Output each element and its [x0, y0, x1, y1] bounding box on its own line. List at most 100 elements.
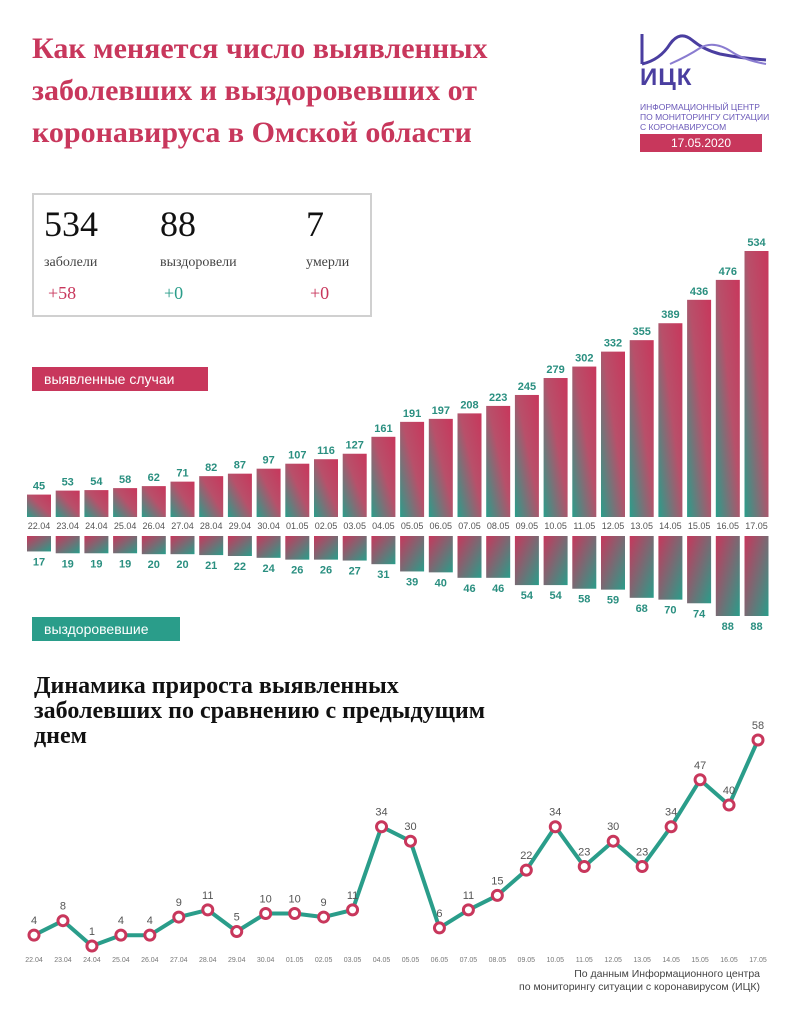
- cases-recovered-bar-chart: 45 22.04 17 53 23.04 19 54 24.04 19 58 25.04 19 62 26…: [27, 237, 769, 633]
- bar-date-tick: 12.05: [602, 521, 625, 531]
- cases-value-label: 355: [633, 326, 651, 338]
- cases-bar: [486, 405, 511, 517]
- recovered-value-label: 74: [693, 608, 706, 620]
- growth-point: [172, 910, 186, 924]
- logo-abbr: ИЦК: [640, 64, 693, 91]
- cases-legend-tag: выявленные случаи: [32, 367, 208, 391]
- growth-series-line: [33, 739, 760, 948]
- cases-bar: [543, 378, 568, 517]
- line-date-tick: 27.04: [170, 957, 188, 964]
- bar-date-tick: 03.05: [343, 521, 366, 531]
- recovered-value-label: 88: [750, 621, 762, 633]
- recovered-delta: +0: [164, 283, 184, 303]
- bar-date-tick: 01.05: [286, 521, 309, 531]
- recovered-bar: [601, 536, 625, 590]
- cases-bar: [113, 488, 138, 517]
- recovered-value-label: 59: [607, 595, 619, 607]
- cases-value-label: 87: [234, 460, 246, 472]
- line-date-tick: 03.05: [344, 957, 362, 964]
- bar-date-tick: 15.05: [688, 521, 711, 531]
- recovered-value-label: 20: [148, 559, 160, 571]
- recovered-value-label: 19: [62, 558, 74, 570]
- line-date-tick: 07.05: [460, 957, 478, 964]
- line-date-tick: 13.05: [633, 957, 651, 964]
- line-date-tick: 01.05: [286, 957, 304, 964]
- cases-value-label: 389: [661, 309, 679, 321]
- cases-value-label: 71: [176, 468, 188, 480]
- recovered-value-label: 24: [262, 563, 275, 575]
- mountain-wave-icon: [640, 34, 767, 66]
- growth-point: [56, 914, 70, 928]
- cases-bar: [84, 490, 109, 517]
- recovered-value-label: 26: [291, 565, 303, 577]
- bar-date-tick: 30.04: [257, 521, 280, 531]
- recovered-value-label: 22: [234, 561, 246, 573]
- cases-value-label: 191: [403, 408, 421, 420]
- recovered-value-label: 58: [578, 594, 590, 606]
- deaths-delta: +0: [310, 283, 330, 303]
- cases-bar: [601, 351, 625, 517]
- recovered-bar: [715, 536, 740, 616]
- cases-bar: [256, 468, 281, 517]
- bar-date-tick: 29.04: [229, 521, 252, 531]
- growth-value-label: 10: [260, 893, 272, 905]
- deaths-label: умерли: [306, 255, 350, 270]
- growth-value-label: 9: [321, 897, 327, 909]
- bar-date-tick: 27.04: [171, 521, 194, 531]
- recovered-legend-tag: выздоровевшие: [32, 617, 180, 641]
- bar-date-tick: 09.05: [516, 521, 539, 531]
- recovered-bar: [227, 536, 252, 556]
- recovered-bar: [342, 536, 367, 561]
- recovered-value-label: 68: [636, 603, 648, 615]
- recovered-value-label: 54: [549, 590, 562, 602]
- growth-value-label: 23: [578, 846, 590, 858]
- cases-value-label: 62: [148, 472, 160, 484]
- cases-bar: [744, 251, 769, 517]
- growth-point: [751, 733, 765, 747]
- recovered-label: выздоровели: [160, 255, 237, 270]
- growth-value-label: 34: [665, 807, 677, 819]
- growth-value-label: 22: [520, 850, 532, 862]
- growth-point: [722, 798, 736, 812]
- recovered-value-label: 46: [463, 583, 475, 595]
- source-line-1: По данным Информационного центра: [574, 968, 760, 980]
- growth-point: [143, 928, 157, 942]
- recovered-bar: [27, 536, 51, 552]
- recovered-bar: [141, 536, 166, 555]
- recovered-value-label: 46: [492, 583, 504, 595]
- bar-date-tick: 25.04: [114, 521, 137, 531]
- bar-date-tick: 07.05: [458, 521, 481, 531]
- report-date: 17.05.2020: [640, 134, 762, 152]
- recovered-bar: [84, 536, 109, 554]
- bar-date-tick: 05.05: [401, 521, 424, 531]
- recovered-total: 88: [160, 204, 196, 244]
- growth-value-label: 9: [176, 897, 182, 909]
- bar-date-tick: 22.04: [28, 521, 51, 531]
- cases-bar: [514, 394, 539, 517]
- bar-date-tick: 04.05: [372, 521, 395, 531]
- cases-bar: [285, 463, 310, 517]
- growth-point: [693, 773, 707, 787]
- recovered-value-label: 27: [349, 566, 361, 578]
- bar-date-tick: 11.05: [573, 521, 595, 531]
- recovered-bar: [744, 536, 769, 616]
- cases-value-label: 476: [719, 266, 737, 278]
- growth-point: [519, 863, 533, 877]
- recovered-bar: [285, 536, 310, 560]
- line-chart-title: Динамика прироста выявленных заболевших …: [34, 673, 486, 749]
- cases-value-label: 332: [604, 338, 622, 350]
- line-date-tick: 26.04: [141, 957, 159, 964]
- recovered-bar: [687, 536, 712, 604]
- cases-bar: [199, 476, 224, 517]
- cases-value-label: 279: [546, 364, 564, 376]
- cases-bar: [170, 481, 195, 517]
- bar-date-tick: 24.04: [85, 521, 108, 531]
- cases-value-label: 223: [489, 392, 507, 404]
- recovered-value-label: 40: [435, 577, 447, 589]
- line-date-tick: 14.05: [662, 957, 680, 964]
- cases-bar: [55, 490, 80, 517]
- cases-value-label: 54: [90, 476, 103, 488]
- page-title: Как меняется число выявленных заболевших…: [32, 32, 488, 149]
- growth-value-label: 1: [89, 926, 95, 938]
- growth-point: [85, 939, 99, 953]
